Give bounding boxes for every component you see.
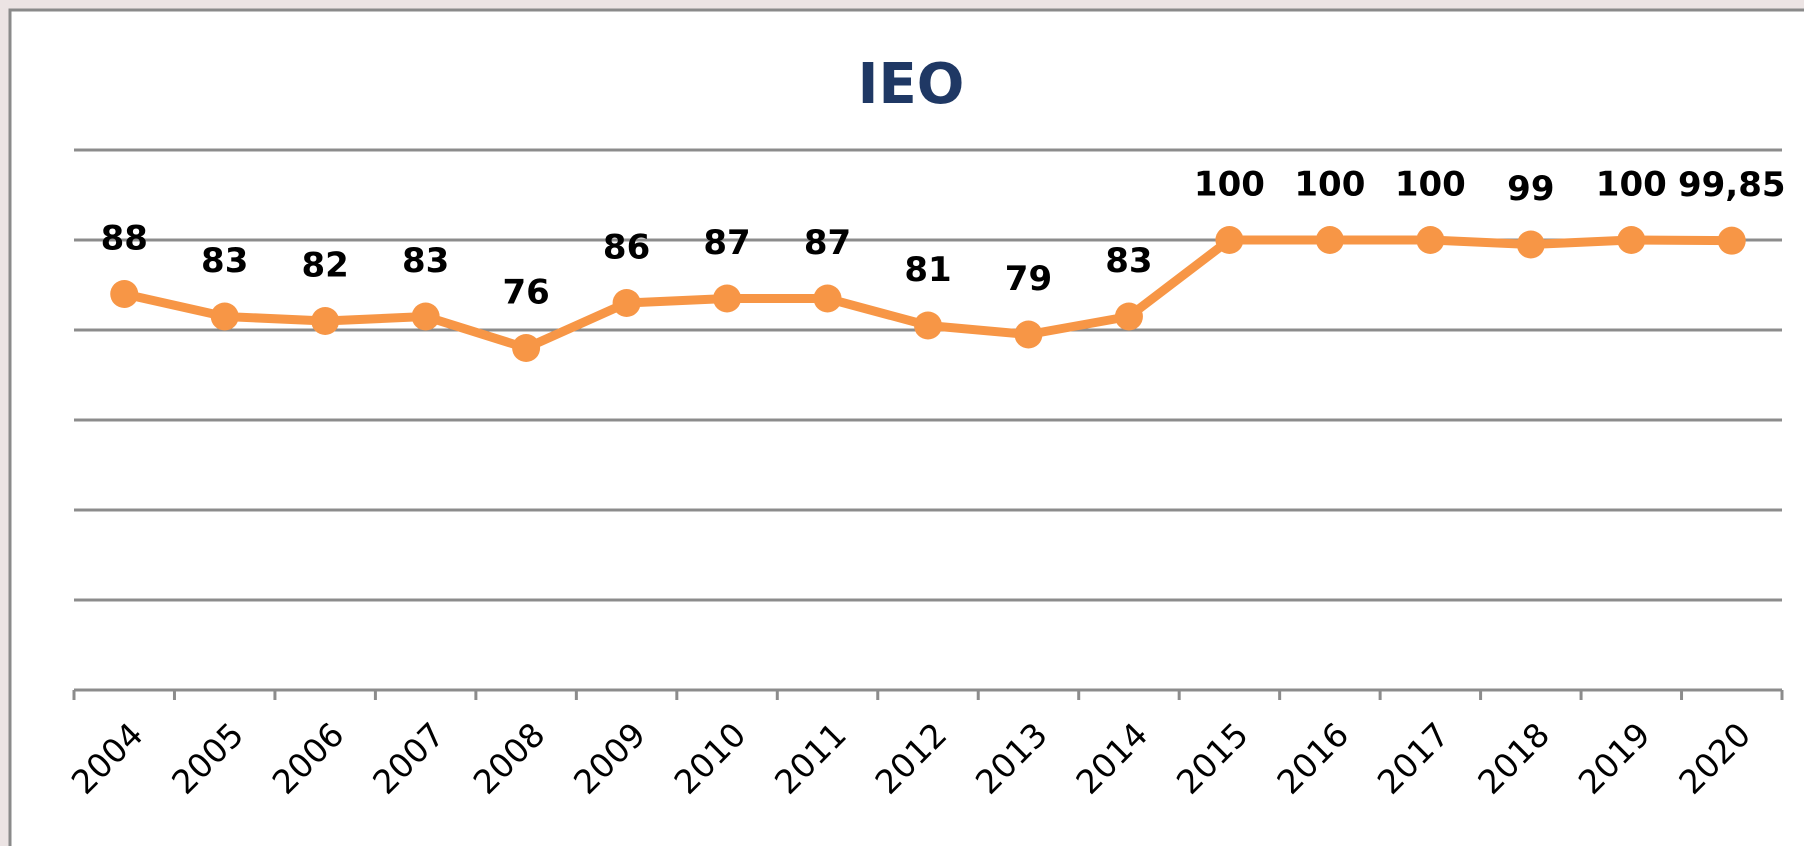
data-point	[1315, 226, 1344, 254]
data-label: 83	[402, 241, 449, 281]
data-label: 81	[904, 250, 951, 290]
data-point	[210, 302, 239, 331]
data-label: 100	[1395, 165, 1466, 205]
data-label: 100	[1294, 165, 1365, 205]
data-point	[1516, 230, 1545, 259]
data-point	[914, 311, 942, 340]
data-label: 76	[502, 273, 549, 313]
data-point	[1416, 226, 1445, 254]
data-label: 100	[1596, 165, 1667, 205]
data-label: 99,85	[1678, 165, 1786, 205]
data-label: 88	[101, 219, 148, 259]
data-point	[1617, 226, 1646, 254]
data-label: 100	[1194, 165, 1265, 205]
chart-title: IEO	[858, 52, 965, 117]
data-point	[110, 280, 139, 308]
data-label: 87	[703, 223, 750, 263]
data-point	[311, 307, 340, 335]
data-point	[411, 302, 440, 331]
data-point	[813, 284, 842, 313]
data-label: 82	[302, 246, 349, 286]
data-label: 83	[1105, 241, 1152, 281]
data-label: 86	[603, 228, 650, 268]
data-point	[1215, 226, 1244, 254]
data-point	[1014, 320, 1043, 349]
data-point	[612, 289, 641, 317]
data-point	[713, 284, 742, 313]
data-point	[512, 334, 541, 362]
data-point	[1114, 302, 1143, 331]
data-label: 83	[201, 241, 248, 281]
data-point	[1717, 226, 1746, 255]
data-label: 79	[1005, 259, 1052, 299]
data-label: 87	[804, 223, 851, 263]
data-label: 99	[1507, 169, 1554, 209]
